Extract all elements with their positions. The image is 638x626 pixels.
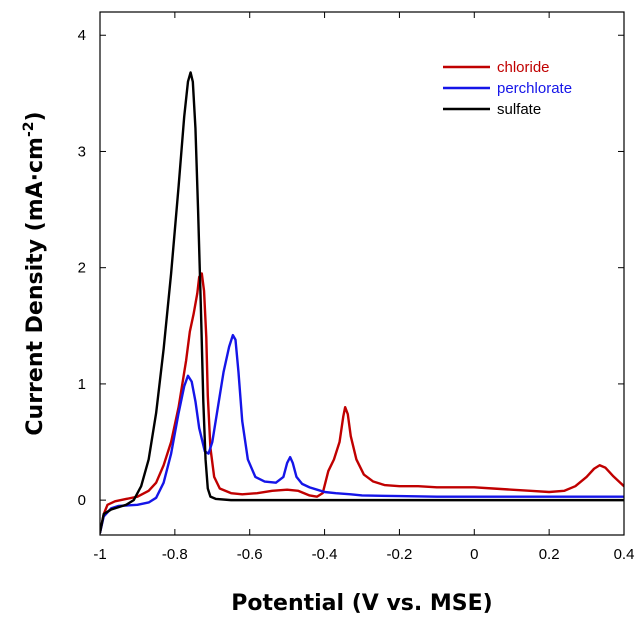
y-axis-title: Current Density (mA·cm-2) <box>21 111 48 435</box>
x-tick-label: 0 <box>470 546 478 563</box>
y-axis-title-main: Current Density (mA·cm <box>23 137 48 436</box>
x-tick-label: 0.4 <box>614 546 635 563</box>
y-tick-label: 0 <box>78 492 86 509</box>
x-tick-label: 0.2 <box>539 546 560 563</box>
axis-ticks: -1 -0.8 -0.6 -0.4 -0.2 0 0.2 0.4 0 1 2 3 4 <box>78 12 635 563</box>
x-tick-label: -0.2 <box>386 546 412 563</box>
series-line-chloride <box>100 272 624 534</box>
legend-label-sulfate: sulfate <box>497 101 541 118</box>
series-line-sulfate <box>100 71 624 534</box>
y-axis-title-superscript: -2 <box>21 121 37 137</box>
y-axis-title-end: ) <box>23 111 48 121</box>
plot-frame <box>99 11 625 536</box>
x-tick-label: -0.4 <box>312 546 338 563</box>
x-tick-label: -0.6 <box>237 546 263 563</box>
series-line-perchlorate <box>100 333 624 534</box>
legend: chloride perchlorate sulfate <box>443 59 572 118</box>
y-tick-label: 2 <box>78 260 86 277</box>
y-tick-label: 4 <box>78 27 86 44</box>
legend-label-chloride: chloride <box>497 59 550 76</box>
x-tick-label: -0.8 <box>162 546 188 563</box>
plot-layer <box>100 71 624 534</box>
legend-label-perchlorate: perchlorate <box>497 80 572 97</box>
x-tick-label: -1 <box>93 546 106 563</box>
x-axis-title: Potential (V vs. MSE) <box>231 591 492 616</box>
y-tick-label: 1 <box>78 376 86 393</box>
y-tick-label: 3 <box>78 143 86 160</box>
